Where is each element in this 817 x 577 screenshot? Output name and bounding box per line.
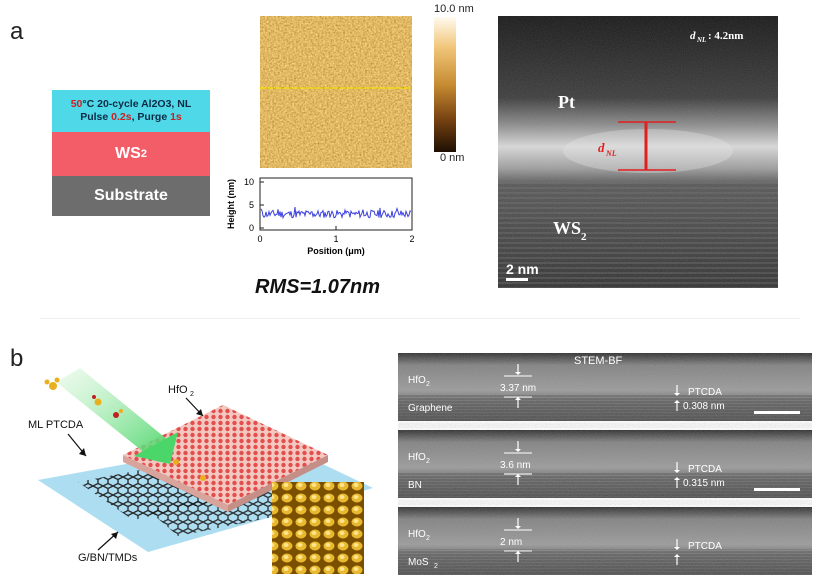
pt-label: Pt [558,92,575,112]
ptcda-label: PTCDA [688,464,722,475]
ml-ptcda-pointer-head [79,448,86,456]
beam-arrowhead [134,432,178,464]
hfo2-label-subscript: 2 [426,458,430,465]
ptcda-label: PTCDA [688,387,722,398]
hfo2-label: HfO [408,452,426,463]
xtick-label: 0 [257,234,262,244]
ml-ptcda-label: ML PTCDA [28,419,84,431]
substrate-label-subscript: 2 [434,563,438,570]
tem-cross-section-image: d NL : 4.2nm Pt WS 2 d NL 2 nm [498,16,778,288]
substrate-layer: Substrate [52,176,210,216]
substrate-label: MoS [408,557,429,568]
substrate-label: Graphene [408,403,453,414]
afm-inset-image [272,482,364,574]
tem-thickness-symbol: d [690,30,696,42]
ytick-label: 10 [244,177,254,187]
tem-thickness-symbol-subscript: NL [696,36,706,44]
stem-header: STEM-BF [574,355,623,367]
thickness-top-arrow-head [515,372,521,375]
purge-label: , Purge [131,111,171,123]
height-profile-plot: 10 5 0 0 1 2 Position (μm) Height (nm) [226,177,415,256]
colorbar [434,17,456,152]
thickness-bottom-arrow-head [515,474,521,477]
hfo2-pointer-head [196,409,203,416]
hfo2-thickness-label: 3.37 nm [500,383,536,394]
ptcda-top-arrow-head [674,393,680,396]
thickness-bottom-arrow-head [515,551,521,554]
purge-value: 1s [170,111,182,123]
pulse-label: Pulse [80,111,112,123]
ptcda-thickness-label: 0.315 nm [683,478,725,489]
nl-symbol: d [598,140,605,155]
ws2-layer: WS 2 [52,132,210,176]
profile-ylabel: Height (nm) [226,179,236,229]
ptcda-thickness-label: 0.308 nm [683,401,725,412]
ptcda-bottom-arrow-head [674,400,680,403]
substrate-material-label: G/BN/TMDs [78,552,138,564]
substrate-label: BN [408,480,422,491]
rms-value: RMS=1.07nm [255,276,381,298]
profile-trace [260,206,412,220]
hfo2-thickness-label: 2 nm [500,537,522,548]
hfo2-thickness-label: 3.6 nm [500,460,531,471]
hfo2-label: HfO [168,384,188,396]
hfo2-label-subscript: 2 [426,535,430,542]
hfo2-label: HfO [408,375,426,386]
ptcda-bottom-arrow-head [674,554,680,557]
panel-label-a: a [10,18,24,45]
xtick-label: 2 [409,234,414,244]
layer-recipe-line1: °C 20-cycle Al2O3, NL [82,98,192,110]
tem-ws2-label: WS [553,218,581,238]
precursor-molecules [44,377,206,481]
ytick-label: 0 [249,223,254,233]
panel-divider [40,318,800,319]
al2o3-nl-layer: 50°C 20-cycle Al2O3, NL Pulse 0.2s, Purg… [52,90,210,132]
substrate-layer-label: Substrate [94,187,168,204]
hfo2-atoms [123,405,328,505]
ptcda-top-arrow-head [674,547,680,550]
scale-bar [506,278,528,281]
plot-frame [259,177,413,231]
tem-ws2-subscript: 2 [581,231,587,243]
stem-noise [398,507,812,575]
ws2-layer-label: WS [115,145,141,162]
hfo2-label-subscript: 2 [190,391,194,398]
colorbar-max-label: 10.0 nm [434,3,474,15]
ytick-label: 5 [249,200,254,210]
stem-scale-bar [754,411,800,414]
thickness-bottom-arrow-head [515,397,521,400]
hfo2-island-side [123,455,228,512]
temperature-value: 50 [70,98,83,110]
nl-symbol-subscript: NL [605,149,617,158]
stem-noise [398,353,812,421]
ptcda-bottom-arrow-head [674,477,680,480]
panel-label-b: b [10,345,24,372]
substrate-pointer-head [111,532,118,539]
stem-noise [398,430,812,498]
hfo2-label-subscript: 2 [426,381,430,388]
ptcda-top-arrow-head [674,470,680,473]
ws2-layer-subscript: 2 [140,148,147,160]
deposition-schematic: HfO 2 ML PTCDA G/BN/TMDs [28,368,373,574]
xtick-label: 1 [333,234,338,244]
pulse-value: 0.2s [111,111,132,123]
colorbar-min-label: 0 nm [440,152,465,164]
stem-scale-bar [754,488,800,491]
profile-xlabel: Position (μm) [307,246,365,256]
tem-thickness-value: : 4.2nm [708,30,743,42]
hfo2-label: HfO [408,529,426,540]
layer-stack-diagram: 50°C 20-cycle Al2O3, NL Pulse 0.2s, Purg… [52,90,210,216]
thickness-top-arrow-head [515,449,521,452]
afm-height-map [260,16,412,168]
thickness-top-arrow-head [515,526,521,529]
precursor-beam-arrow [56,368,168,454]
scale-bar-label: 2 nm [506,261,539,277]
ptcda-label: PTCDA [688,541,722,552]
